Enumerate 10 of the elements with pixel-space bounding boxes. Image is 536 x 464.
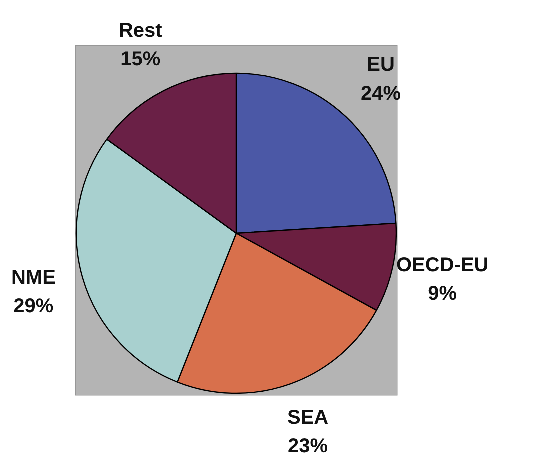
slice-label: EU	[367, 54, 395, 76]
data-label: 29%	[14, 296, 54, 318]
slice-label: NME	[11, 267, 56, 290]
slice-label: OECD-EU	[396, 254, 489, 276]
slice-label: SEA	[287, 406, 329, 429]
slice-label: Rest	[118, 20, 163, 42]
data-label: 24%	[361, 82, 402, 105]
data-label: 15%	[120, 48, 161, 71]
data-label: 9%	[428, 282, 458, 305]
data-label: 23%	[288, 436, 328, 458]
